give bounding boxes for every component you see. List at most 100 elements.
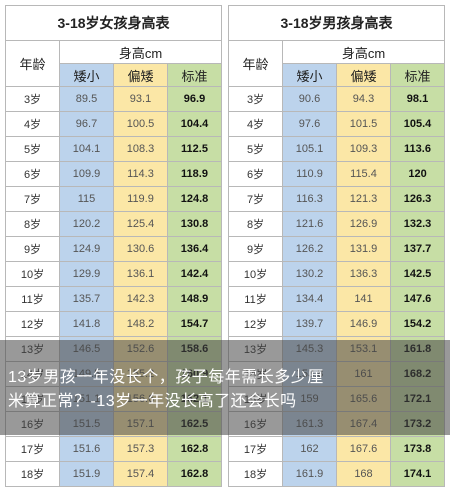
std-cell: 130.8 (166, 211, 223, 237)
short-cell: 135.7 (59, 286, 114, 312)
table-row: 9岁 124.9 130.6 136.4 (5, 236, 223, 262)
mid-cell: 126.9 (336, 211, 391, 237)
age-cell: 17岁 (5, 436, 60, 462)
std-cell: 137.7 (389, 236, 446, 262)
table-row: 18岁 151.9 157.4 162.8 (5, 461, 223, 487)
short-cell: 162 (282, 436, 337, 462)
age-cell: 12岁 (228, 311, 283, 337)
short-cell: 105.1 (282, 136, 337, 162)
std-cell: 118.9 (166, 161, 223, 187)
table-row: 5岁 104.1 108.3 112.5 (5, 136, 223, 162)
age-cell: 6岁 (228, 161, 283, 187)
std-cell: 113.6 (389, 136, 446, 162)
table-row: 3岁 89.5 93.1 96.9 (5, 86, 223, 112)
table-row: 7岁 115 119.9 124.8 (5, 186, 223, 212)
mid-cell: 109.3 (336, 136, 391, 162)
short-cell: 129.9 (59, 261, 114, 287)
mid-cell: 131.9 (336, 236, 391, 262)
age-cell: 18岁 (228, 461, 283, 487)
table-row: 7岁 116.3 121.3 126.3 (228, 186, 446, 212)
std-cell: 154.7 (166, 311, 223, 337)
age-cell: 8岁 (5, 211, 60, 237)
short-cell: 110.9 (282, 161, 337, 187)
std-cell: 112.5 (166, 136, 223, 162)
std-cell: 126.3 (389, 186, 446, 212)
caption-line-1: 13岁男孩一年没长个，孩子每年需长多少厘 (8, 369, 324, 386)
std-cell: 142.4 (166, 261, 223, 287)
age-cell: 7岁 (5, 186, 60, 212)
mid-cell: 100.5 (113, 111, 168, 137)
std-cell: 174.1 (389, 461, 446, 487)
boys-short-header: 矮小 (282, 63, 337, 87)
short-cell: 121.6 (282, 211, 337, 237)
std-cell: 124.8 (166, 186, 223, 212)
boys-age-header: 年龄 (228, 40, 283, 87)
age-cell: 5岁 (228, 136, 283, 162)
std-cell: 162.8 (166, 461, 223, 487)
age-cell: 9岁 (228, 236, 283, 262)
mid-cell: 136.1 (113, 261, 168, 287)
table-row: 9岁 126.2 131.9 137.7 (228, 236, 446, 262)
age-cell: 11岁 (228, 286, 283, 312)
age-cell: 4岁 (5, 111, 60, 137)
mid-cell: 136.3 (336, 261, 391, 287)
age-cell: 12岁 (5, 311, 60, 337)
short-cell: 151.6 (59, 436, 114, 462)
age-cell: 18岁 (5, 461, 60, 487)
short-cell: 124.9 (59, 236, 114, 262)
mid-cell: 115.4 (336, 161, 391, 187)
boys-mid-header: 偏矮 (336, 63, 391, 87)
age-cell: 10岁 (5, 261, 60, 287)
age-cell: 9岁 (5, 236, 60, 262)
table-row: 4岁 96.7 100.5 104.4 (5, 111, 223, 137)
mid-cell: 119.9 (113, 186, 168, 212)
mid-cell: 148.2 (113, 311, 168, 337)
age-cell: 6岁 (5, 161, 60, 187)
std-cell: 147.6 (389, 286, 446, 312)
short-cell: 96.7 (59, 111, 114, 137)
table-row: 12岁 141.8 148.2 154.7 (5, 311, 223, 337)
girls-height-header: 身高cm (58, 40, 223, 64)
table-row: 10岁 129.9 136.1 142.4 (5, 261, 223, 287)
std-cell: 120 (389, 161, 446, 187)
age-cell: 4岁 (228, 111, 283, 137)
table-row: 5岁 105.1 109.3 113.6 (228, 136, 446, 162)
std-cell: 96.9 (166, 86, 223, 112)
short-cell: 116.3 (282, 186, 337, 212)
table-row: 6岁 109.9 114.3 118.9 (5, 161, 223, 187)
std-cell: 173.8 (389, 436, 446, 462)
table-row: 6岁 110.9 115.4 120 (228, 161, 446, 187)
girls-mid-header: 偏矮 (113, 63, 168, 87)
short-cell: 109.9 (59, 161, 114, 187)
age-cell: 10岁 (228, 261, 283, 287)
age-cell: 3岁 (5, 86, 60, 112)
short-cell: 89.5 (59, 86, 114, 112)
mid-cell: 130.6 (113, 236, 168, 262)
mid-cell: 157.3 (113, 436, 168, 462)
std-cell: 148.9 (166, 286, 223, 312)
short-cell: 90.6 (282, 86, 337, 112)
mid-cell: 121.3 (336, 186, 391, 212)
std-cell: 136.4 (166, 236, 223, 262)
short-cell: 126.2 (282, 236, 337, 262)
std-cell: 98.1 (389, 86, 446, 112)
short-cell: 141.8 (59, 311, 114, 337)
table-row: 12岁 139.7 146.9 154.2 (228, 311, 446, 337)
boys-height-header: 身高cm (281, 40, 446, 64)
boys-table-title: 3-18岁男孩身高表 (227, 5, 446, 41)
std-cell: 104.4 (166, 111, 223, 137)
std-cell: 154.2 (389, 311, 446, 337)
mid-cell: 146.9 (336, 311, 391, 337)
mid-cell: 167.6 (336, 436, 391, 462)
short-cell: 115 (59, 186, 114, 212)
table-row: 8岁 120.2 125.4 130.8 (5, 211, 223, 237)
age-cell: 17岁 (228, 436, 283, 462)
short-cell: 151.9 (59, 461, 114, 487)
girls-short-header: 矮小 (59, 63, 114, 87)
short-cell: 139.7 (282, 311, 337, 337)
age-cell: 3岁 (228, 86, 283, 112)
table-row: 11岁 134.4 141 147.6 (228, 286, 446, 312)
mid-cell: 157.4 (113, 461, 168, 487)
std-cell: 105.4 (389, 111, 446, 137)
caption-line-2: 米算正常？-13岁一年没长高了还会长吗 (8, 393, 297, 410)
